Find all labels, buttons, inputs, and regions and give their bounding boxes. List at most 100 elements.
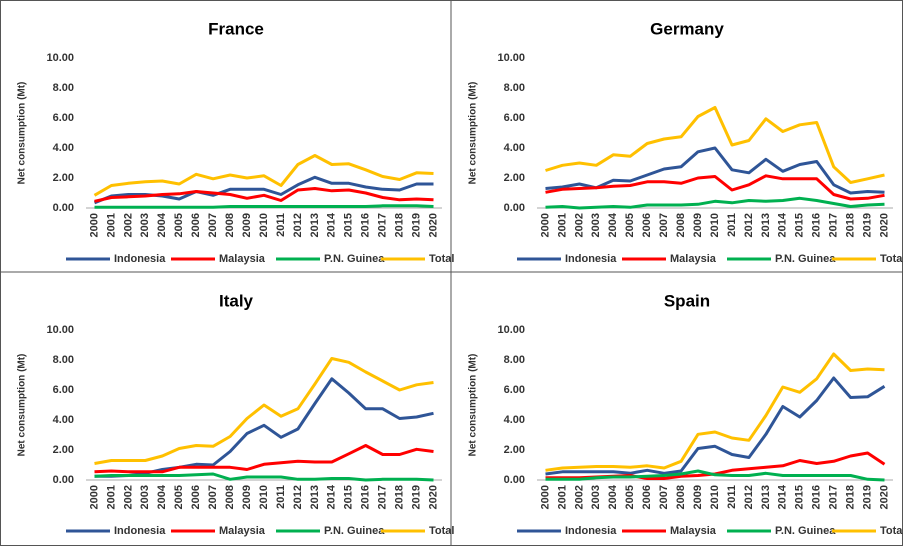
chart-title: Germany xyxy=(650,19,724,38)
series-line xyxy=(94,204,434,209)
x-tick-label: 2009 xyxy=(241,485,253,509)
chart-panel: Germany Net consumption (Mt) 0.00 2.00 4.00 6… xyxy=(468,19,903,264)
y-tick-label: 0.00 xyxy=(53,474,74,486)
legend-label: Malaysia xyxy=(670,253,717,265)
x-tick-label: 2004 xyxy=(607,484,619,509)
x-tick-label: 2008 xyxy=(675,485,687,509)
chart-panel: Italy Net consumption (Mt) 0.00 2.00 4.00 6.0… xyxy=(17,291,455,536)
x-tick-label: 2009 xyxy=(692,485,704,509)
legend-label: Indonesia xyxy=(114,253,166,265)
y-tick-label: 6.00 xyxy=(53,384,74,396)
x-tick-label: 2019 xyxy=(410,213,422,237)
x-tick-label: 2020 xyxy=(878,485,890,509)
y-axis-label: Net consumption (Mt) xyxy=(468,82,479,185)
y-tick-label: 10.00 xyxy=(46,52,74,64)
chart-title: Italy xyxy=(219,291,254,310)
x-tick-label: 2002 xyxy=(122,213,134,237)
x-tick-label: 2000 xyxy=(539,485,551,509)
legend-label: Total xyxy=(880,253,903,265)
legend-label: Total xyxy=(429,525,454,537)
chart-panel: France Net consumption (Mt) 0.00 2.00 4.00 6.… xyxy=(17,19,455,264)
x-tick-label: 2013 xyxy=(760,485,772,509)
y-tick-label: 10.00 xyxy=(46,324,74,336)
x-tick-label: 2018 xyxy=(845,213,857,237)
x-tick-label: 2016 xyxy=(811,485,823,509)
y-tick-label: 4.00 xyxy=(504,142,525,154)
x-tick-label: 2003 xyxy=(590,485,602,509)
legend-label: P.N. Guinea xyxy=(775,525,836,537)
x-tick-label: 2000 xyxy=(539,213,551,237)
x-tick-label: 2005 xyxy=(624,213,636,237)
y-tick-label: 4.00 xyxy=(504,414,525,426)
x-tick-label: 2016 xyxy=(360,485,372,509)
x-tick-label: 2006 xyxy=(641,213,653,237)
x-tick-label: 2012 xyxy=(292,485,304,509)
x-tick-label: 2001 xyxy=(105,213,117,237)
y-tick-label: 6.00 xyxy=(53,112,74,124)
x-tick-label: 2019 xyxy=(861,485,873,509)
x-tick-label: 2002 xyxy=(122,485,134,509)
x-tick-label: 2007 xyxy=(658,485,670,509)
y-tick-label: 10.00 xyxy=(497,52,525,64)
legend-label: Indonesia xyxy=(114,525,166,537)
y-tick-label: 4.00 xyxy=(53,142,74,154)
x-tick-label: 2007 xyxy=(207,485,219,509)
x-tick-label: 2004 xyxy=(156,212,168,237)
x-tick-label: 2012 xyxy=(292,213,304,237)
x-tick-label: 2014 xyxy=(326,484,338,509)
series-line xyxy=(94,444,434,474)
x-tick-label: 2011 xyxy=(726,485,738,509)
x-tick-label: 2012 xyxy=(743,213,755,237)
x-tick-label: 2015 xyxy=(794,485,806,509)
x-tick-label: 2019 xyxy=(410,485,422,509)
x-tick-label: 2019 xyxy=(861,213,873,237)
x-tick-label: 2001 xyxy=(556,213,568,237)
x-tick-label: 2009 xyxy=(241,213,253,237)
x-tick-label: 2011 xyxy=(275,485,287,509)
x-tick-label: 2017 xyxy=(377,213,389,237)
legend-label: Malaysia xyxy=(670,525,717,537)
x-tick-label: 2014 xyxy=(777,484,789,509)
legend-label: Total xyxy=(880,525,903,537)
legend-label: Indonesia xyxy=(565,253,617,265)
x-tick-label: 2015 xyxy=(794,213,806,237)
y-tick-label: 8.00 xyxy=(53,354,74,366)
x-tick-label: 2013 xyxy=(760,213,772,237)
y-tick-label: 8.00 xyxy=(504,354,525,366)
x-tick-label: 2003 xyxy=(139,485,151,509)
x-tick-label: 2012 xyxy=(743,485,755,509)
series-line xyxy=(94,357,434,465)
x-tick-label: 2014 xyxy=(326,212,338,237)
x-tick-label: 2004 xyxy=(607,212,619,237)
chart-title: Spain xyxy=(664,291,710,310)
x-tick-label: 2002 xyxy=(573,213,585,237)
y-tick-label: 6.00 xyxy=(504,112,525,124)
series-line xyxy=(545,174,885,201)
x-tick-label: 2006 xyxy=(190,485,202,509)
y-axis-label: Net consumption (Mt) xyxy=(468,354,479,457)
x-tick-label: 2007 xyxy=(658,213,670,237)
series-line xyxy=(545,196,885,210)
legend-label: Indonesia xyxy=(565,525,617,537)
legend-label: Malaysia xyxy=(219,253,266,265)
y-tick-label: 0.00 xyxy=(504,474,525,486)
legend-label: Total xyxy=(429,253,454,265)
x-tick-label: 2017 xyxy=(828,485,840,509)
series-line xyxy=(93,154,434,197)
x-tick-label: 2010 xyxy=(709,213,721,237)
y-tick-label: 8.00 xyxy=(504,82,525,94)
legend-label: P.N. Guinea xyxy=(775,253,836,265)
x-tick-label: 2006 xyxy=(190,213,202,237)
x-tick-label: 2016 xyxy=(811,213,823,237)
x-tick-label: 2008 xyxy=(224,485,236,509)
x-tick-label: 2003 xyxy=(139,213,151,237)
x-tick-label: 2001 xyxy=(556,485,568,509)
x-tick-label: 2013 xyxy=(309,485,321,509)
x-tick-label: 2000 xyxy=(88,485,100,509)
y-axis-label: Net consumption (Mt) xyxy=(17,354,28,457)
series-line xyxy=(545,106,885,184)
series-line xyxy=(545,352,885,472)
x-tick-label: 2007 xyxy=(207,213,219,237)
x-tick-label: 2013 xyxy=(309,213,321,237)
